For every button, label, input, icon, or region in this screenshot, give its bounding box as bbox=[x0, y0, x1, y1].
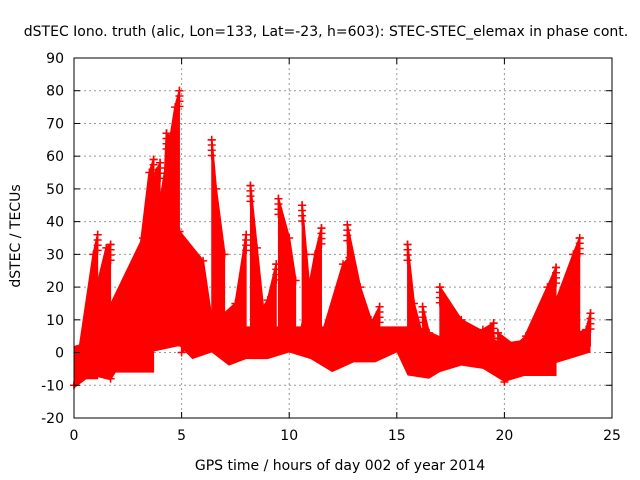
data-point-marker bbox=[134, 332, 143, 341]
peak-marker bbox=[575, 249, 584, 258]
y-tick-label: 0 bbox=[55, 346, 64, 362]
y-tick-label: -20 bbox=[41, 411, 64, 427]
data-point-marker bbox=[317, 332, 326, 341]
data-point-marker bbox=[410, 299, 419, 308]
x-axis-label: GPS time / hours of day 002 of year 2014 bbox=[195, 458, 485, 474]
data-point-marker bbox=[360, 332, 369, 341]
y-tick-label: 30 bbox=[46, 247, 64, 263]
peak-marker bbox=[435, 298, 444, 307]
y-tick-label: -10 bbox=[41, 378, 64, 394]
data-point-marker bbox=[231, 299, 240, 308]
peak-marker bbox=[317, 239, 326, 248]
data-point-marker bbox=[418, 332, 427, 341]
data-point-marker bbox=[478, 325, 487, 334]
data-point-marker bbox=[252, 243, 261, 252]
data-point-marker bbox=[295, 332, 304, 341]
data-point-marker bbox=[543, 283, 552, 292]
data-point-marker bbox=[106, 374, 115, 383]
data-point-marker bbox=[156, 283, 165, 292]
data-point-marker bbox=[220, 250, 229, 259]
data-point-marker bbox=[263, 296, 272, 305]
data-point-marker bbox=[306, 299, 315, 308]
data-point-marker bbox=[91, 332, 100, 341]
data-point-marker bbox=[177, 348, 186, 357]
data-point-marker bbox=[259, 306, 268, 314]
chart-title: dSTEC Iono. truth (alic, Lon=133, Lat=-2… bbox=[24, 24, 628, 40]
data-point-marker bbox=[113, 348, 122, 357]
y-tick-label: 10 bbox=[46, 313, 64, 329]
data-point-marker bbox=[89, 250, 98, 259]
data-point-marker bbox=[102, 243, 111, 252]
data-point-marker bbox=[511, 342, 520, 350]
peak-marker bbox=[298, 216, 307, 225]
data-point-marker bbox=[500, 378, 509, 386]
data-point-marker bbox=[231, 348, 240, 357]
data-point-marker bbox=[302, 250, 311, 259]
data-point-marker bbox=[446, 348, 455, 357]
peak-marker bbox=[403, 256, 412, 265]
peak-marker bbox=[207, 151, 216, 160]
peak-marker bbox=[156, 174, 165, 183]
data-point-marker bbox=[425, 328, 434, 337]
data-point-marker bbox=[207, 315, 216, 324]
peak-marker bbox=[175, 243, 184, 252]
peak-marker bbox=[162, 144, 171, 153]
data-point-marker bbox=[457, 315, 466, 324]
plot-frame bbox=[73, 57, 613, 419]
y-tick-label: 20 bbox=[46, 280, 64, 296]
series-line-sat-s bbox=[421, 306, 431, 334]
peak-marker bbox=[246, 197, 255, 206]
data-point-marker bbox=[138, 234, 147, 242]
y-tick-label: 50 bbox=[46, 182, 64, 198]
y-tick-label: 80 bbox=[46, 84, 64, 100]
data-point-marker bbox=[291, 276, 300, 285]
y-axis-label: dSTEC / TECUs bbox=[8, 184, 24, 287]
data-point-marker bbox=[356, 283, 365, 292]
peak-marker bbox=[106, 256, 115, 265]
data-point-marker bbox=[80, 348, 89, 357]
y-tick-label: 70 bbox=[46, 116, 64, 132]
x-tick-label: 20 bbox=[495, 428, 513, 444]
data-point-marker bbox=[166, 132, 175, 141]
data-point-marker bbox=[521, 332, 530, 341]
data-point-marker bbox=[212, 184, 221, 193]
data-point-marker bbox=[532, 348, 541, 357]
peak-marker bbox=[343, 236, 352, 245]
data-point-marker bbox=[575, 345, 584, 354]
axis-ticks: 0 5 10 15 20 25 -20 -10 0 10 20 30 40 50 60 70 80 90 bbox=[41, 51, 621, 444]
y-tick-label: 40 bbox=[46, 215, 64, 231]
peak-marker bbox=[345, 269, 354, 278]
data-point-marker bbox=[199, 256, 208, 265]
peak-marker bbox=[272, 275, 281, 284]
x-tick-label: 15 bbox=[388, 428, 406, 444]
peak-marker bbox=[274, 210, 283, 219]
peak-marker bbox=[375, 318, 384, 327]
x-tick-label: 5 bbox=[177, 428, 186, 444]
data-fill-layer bbox=[73, 90, 592, 389]
peak-marker bbox=[175, 102, 184, 111]
data-point-marker bbox=[74, 358, 83, 367]
x-tick-label: 10 bbox=[280, 428, 298, 444]
peak-marker bbox=[493, 344, 502, 353]
y-tick-label: 90 bbox=[46, 51, 64, 67]
data-point-marker bbox=[339, 260, 347, 269]
data-point-marker bbox=[366, 315, 375, 324]
data-point-marker bbox=[285, 234, 294, 242]
peak-marker bbox=[552, 279, 561, 288]
peak-marker bbox=[418, 318, 427, 327]
peak-marker bbox=[586, 324, 595, 333]
peak-marker bbox=[242, 246, 251, 255]
data-point-marker bbox=[123, 348, 132, 357]
data-marker-layer bbox=[70, 86, 595, 390]
y-tick-label: 60 bbox=[46, 149, 64, 165]
peak-marker bbox=[93, 246, 102, 255]
data-point-marker bbox=[311, 250, 320, 259]
x-tick-label: 0 bbox=[70, 428, 79, 444]
x-tick-label: 25 bbox=[603, 428, 621, 444]
